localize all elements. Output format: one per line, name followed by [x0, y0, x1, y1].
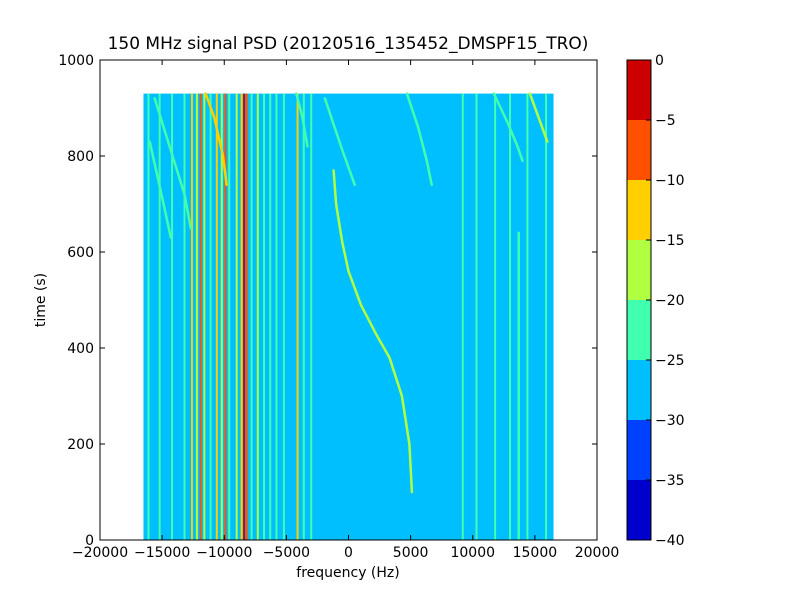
heatmap — [143, 92, 554, 540]
colorbar-segment — [627, 300, 651, 360]
x-axis: −20000 −15000 −10000 −5000 0 5000 10000 15000 20… — [72, 60, 619, 561]
colorbar-segment — [627, 60, 651, 120]
colorbar-segment — [627, 120, 651, 180]
colorbar-tick-label: −25 — [655, 353, 685, 369]
drift-curve — [405, 92, 433, 187]
x-tick-label: 0 — [344, 545, 353, 561]
y-axis-label: time (s) — [33, 273, 49, 327]
colorbar-tick-label: −15 — [655, 233, 685, 249]
colorbar-segment — [627, 480, 651, 540]
y-tick-label: 800 — [67, 149, 94, 165]
chart-title: 150 MHz signal PSD (20120516_135452_DMSP… — [108, 34, 589, 54]
colorbar: −40 −35 −30 −25 −20 −15 −10 −5 0 — [626, 53, 685, 549]
drift-curve — [332, 169, 414, 494]
drift-curve — [295, 92, 309, 148]
drift-curve — [204, 92, 228, 187]
colorbar-tick-label: −35 — [655, 473, 685, 489]
colorbar-tick-label: −40 — [655, 533, 685, 549]
colorbar-tick-label: −5 — [655, 113, 676, 129]
drift-curve — [492, 92, 524, 163]
x-axis-label: frequency (Hz) — [296, 565, 399, 581]
x-tick-label: 15000 — [513, 545, 558, 561]
x-tick-label: −20000 — [72, 545, 128, 561]
x-tick-label: 5000 — [393, 545, 429, 561]
colorbar-segment — [627, 240, 651, 300]
drift-curve — [148, 140, 173, 239]
colorbar-segment — [627, 180, 651, 240]
y-tick-label: 0 — [85, 533, 94, 549]
x-tick-label: −5000 — [263, 545, 310, 561]
y-tick-label: 400 — [67, 341, 94, 357]
y-axis: 0 200 400 600 800 1000 — [58, 53, 597, 549]
x-tick-label: 10000 — [450, 545, 495, 561]
y-tick-label: 200 — [67, 437, 94, 453]
colorbar-segment — [627, 420, 651, 480]
drift-curve — [153, 97, 192, 230]
x-tick-label: −10000 — [196, 545, 252, 561]
y-tick-label: 1000 — [58, 53, 94, 69]
colorbar-tick-label: −30 — [655, 413, 685, 429]
x-tick-label: −15000 — [134, 545, 190, 561]
colorbar-tick-label: 0 — [655, 53, 664, 69]
drift-curve — [323, 97, 356, 187]
colorbar-segment — [627, 360, 651, 420]
colorbar-tick-label: −20 — [655, 293, 685, 309]
y-tick-label: 600 — [67, 245, 94, 261]
colorbar-tick-label: −10 — [655, 173, 685, 189]
x-tick-label: 20000 — [575, 545, 620, 561]
drift-curve — [528, 92, 549, 143]
